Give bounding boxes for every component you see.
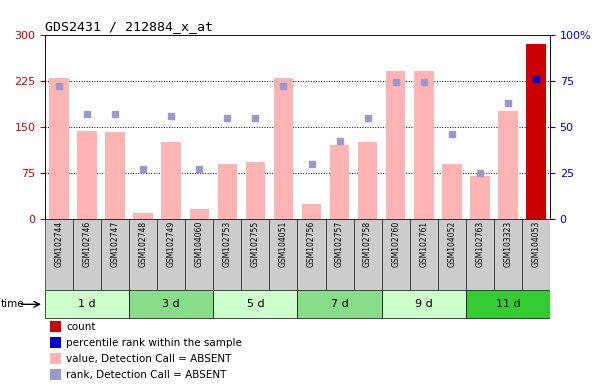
Bar bbox=[162, 142, 181, 219]
Text: GSM103323: GSM103323 bbox=[504, 221, 512, 267]
FancyBboxPatch shape bbox=[73, 219, 101, 290]
FancyBboxPatch shape bbox=[326, 219, 353, 290]
FancyBboxPatch shape bbox=[410, 219, 438, 290]
Bar bbox=[498, 111, 517, 219]
FancyBboxPatch shape bbox=[438, 219, 466, 290]
Bar bbox=[358, 142, 377, 219]
Text: GSM102753: GSM102753 bbox=[223, 221, 232, 267]
Text: GSM102758: GSM102758 bbox=[363, 221, 372, 267]
FancyBboxPatch shape bbox=[494, 219, 522, 290]
FancyBboxPatch shape bbox=[353, 219, 382, 290]
Text: rank, Detection Call = ABSENT: rank, Detection Call = ABSENT bbox=[66, 369, 227, 379]
Text: GSM102749: GSM102749 bbox=[167, 221, 175, 267]
Text: GSM104051: GSM104051 bbox=[279, 221, 288, 267]
Bar bbox=[133, 213, 153, 219]
Text: 11 d: 11 d bbox=[496, 299, 520, 310]
FancyBboxPatch shape bbox=[466, 291, 550, 318]
Text: GSM102763: GSM102763 bbox=[475, 221, 484, 267]
Text: GSM104060: GSM104060 bbox=[195, 221, 204, 267]
Bar bbox=[526, 44, 546, 219]
FancyBboxPatch shape bbox=[382, 219, 410, 290]
Bar bbox=[189, 209, 209, 219]
Bar bbox=[442, 164, 462, 219]
FancyBboxPatch shape bbox=[522, 219, 550, 290]
Bar bbox=[273, 78, 293, 219]
FancyBboxPatch shape bbox=[45, 219, 73, 290]
Text: GSM102746: GSM102746 bbox=[83, 221, 91, 267]
Bar bbox=[50, 321, 61, 333]
FancyBboxPatch shape bbox=[269, 219, 297, 290]
Text: GSM102757: GSM102757 bbox=[335, 221, 344, 267]
Text: count: count bbox=[66, 321, 96, 331]
Bar bbox=[414, 71, 433, 219]
Text: 9 d: 9 d bbox=[415, 299, 433, 310]
Bar bbox=[470, 176, 490, 219]
Text: GSM102744: GSM102744 bbox=[55, 221, 64, 267]
Text: GSM102756: GSM102756 bbox=[307, 221, 316, 267]
FancyBboxPatch shape bbox=[185, 219, 213, 290]
Text: 1 d: 1 d bbox=[78, 299, 96, 310]
FancyBboxPatch shape bbox=[157, 219, 185, 290]
Text: GSM102747: GSM102747 bbox=[111, 221, 120, 267]
Text: 3 d: 3 d bbox=[162, 299, 180, 310]
Bar bbox=[50, 337, 61, 348]
Bar bbox=[386, 71, 406, 219]
Text: GDS2431 / 212884_x_at: GDS2431 / 212884_x_at bbox=[45, 20, 213, 33]
Bar bbox=[50, 369, 61, 381]
FancyBboxPatch shape bbox=[297, 219, 326, 290]
Text: value, Detection Call = ABSENT: value, Detection Call = ABSENT bbox=[66, 354, 231, 364]
FancyBboxPatch shape bbox=[466, 219, 494, 290]
Bar bbox=[302, 204, 322, 219]
Text: GSM102761: GSM102761 bbox=[419, 221, 428, 267]
FancyBboxPatch shape bbox=[297, 291, 382, 318]
FancyBboxPatch shape bbox=[129, 291, 213, 318]
FancyBboxPatch shape bbox=[101, 219, 129, 290]
FancyBboxPatch shape bbox=[45, 291, 129, 318]
FancyBboxPatch shape bbox=[213, 291, 297, 318]
Bar bbox=[78, 131, 97, 219]
FancyBboxPatch shape bbox=[242, 219, 269, 290]
Bar bbox=[105, 132, 125, 219]
Text: time: time bbox=[1, 299, 24, 310]
Bar bbox=[246, 162, 265, 219]
Text: 5 d: 5 d bbox=[246, 299, 264, 310]
Bar bbox=[49, 78, 69, 219]
Text: 7 d: 7 d bbox=[331, 299, 349, 310]
Text: GSM102748: GSM102748 bbox=[139, 221, 148, 267]
Bar bbox=[330, 145, 349, 219]
Text: GSM104052: GSM104052 bbox=[447, 221, 456, 267]
Text: GSM102760: GSM102760 bbox=[391, 221, 400, 267]
FancyBboxPatch shape bbox=[213, 219, 242, 290]
Text: percentile rank within the sample: percentile rank within the sample bbox=[66, 338, 242, 348]
Text: GSM102755: GSM102755 bbox=[251, 221, 260, 267]
FancyBboxPatch shape bbox=[129, 219, 157, 290]
Bar bbox=[50, 353, 61, 364]
Text: GSM104053: GSM104053 bbox=[531, 221, 540, 267]
FancyBboxPatch shape bbox=[382, 291, 466, 318]
Bar bbox=[218, 164, 237, 219]
